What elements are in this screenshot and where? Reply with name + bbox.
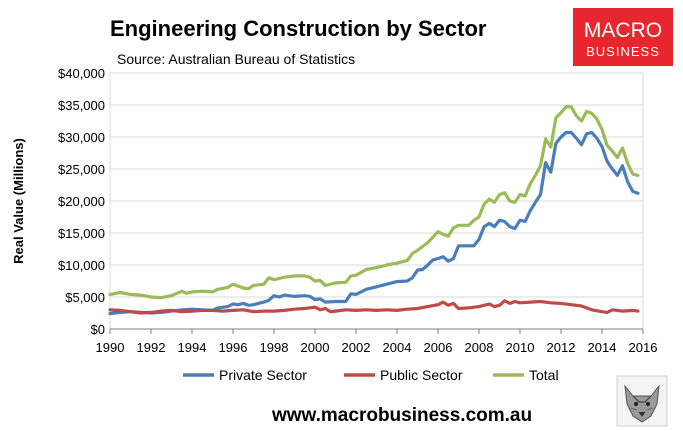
x-tick-label: 2008: [465, 340, 494, 355]
y-axis: $0 $5,000 $10,000 $15,000 $20,000 $25,000 $30,…: [58, 66, 105, 337]
logo-background: [573, 8, 673, 66]
x-tick-label: 2016: [629, 340, 658, 355]
legend-label: Public Sector: [380, 367, 463, 383]
x-tick-label: 1992: [137, 340, 166, 355]
x-axis: 1990 1992 1994 1996 1998 2000 2002 2004 2006 2008…: [96, 328, 658, 355]
x-tick-label: 2006: [424, 340, 453, 355]
chart-subtitle: Source: Australian Bureau of Statistics: [117, 51, 355, 67]
x-tick-label: 2014: [588, 340, 617, 355]
legend-label: Private Sector: [219, 367, 307, 383]
x-tick-label: 2012: [547, 340, 576, 355]
y-tick-label: $20,000: [58, 194, 105, 209]
x-tick-label: 1994: [178, 340, 207, 355]
logo-line-2: BUSINESS: [586, 44, 660, 59]
footer-url: www.macrobusiness.com.au: [271, 405, 532, 426]
y-tick-label: $10,000: [58, 258, 105, 273]
x-tick-label: 2004: [383, 340, 412, 355]
series-line-total: [108, 105, 640, 300]
y-tick-label: $30,000: [58, 130, 105, 145]
legend: Private Sector Public Sector Total: [183, 367, 559, 383]
macrobusiness-logo: MACRO BUSINESS: [573, 8, 673, 66]
logo-line-1: MACRO: [584, 19, 662, 42]
series-line-private-sector: [108, 130, 640, 316]
x-tick-label: 2002: [342, 340, 371, 355]
y-tick-label: $5,000: [65, 290, 105, 305]
y-tick-label: $35,000: [58, 98, 105, 113]
y-tick-label: $15,000: [58, 226, 105, 241]
x-tick-label: 1990: [96, 340, 125, 355]
x-tick-label: 2000: [301, 340, 330, 355]
series-line-public-sector: [108, 299, 640, 315]
chart-title: Engineering Construction by Sector: [110, 16, 487, 41]
x-tick-label: 2010: [506, 340, 535, 355]
series-lines: [108, 105, 640, 316]
x-tick-label: 1998: [260, 340, 289, 355]
y-axis-label: Real Value (Millions): [11, 138, 26, 264]
x-tick-label: 1996: [219, 340, 248, 355]
wolf-icon: [616, 375, 668, 427]
y-tick-label: $0: [91, 322, 105, 337]
legend-label: Total: [529, 367, 559, 383]
y-tick-label: $25,000: [58, 162, 105, 177]
y-tick-label: $40,000: [58, 66, 105, 81]
